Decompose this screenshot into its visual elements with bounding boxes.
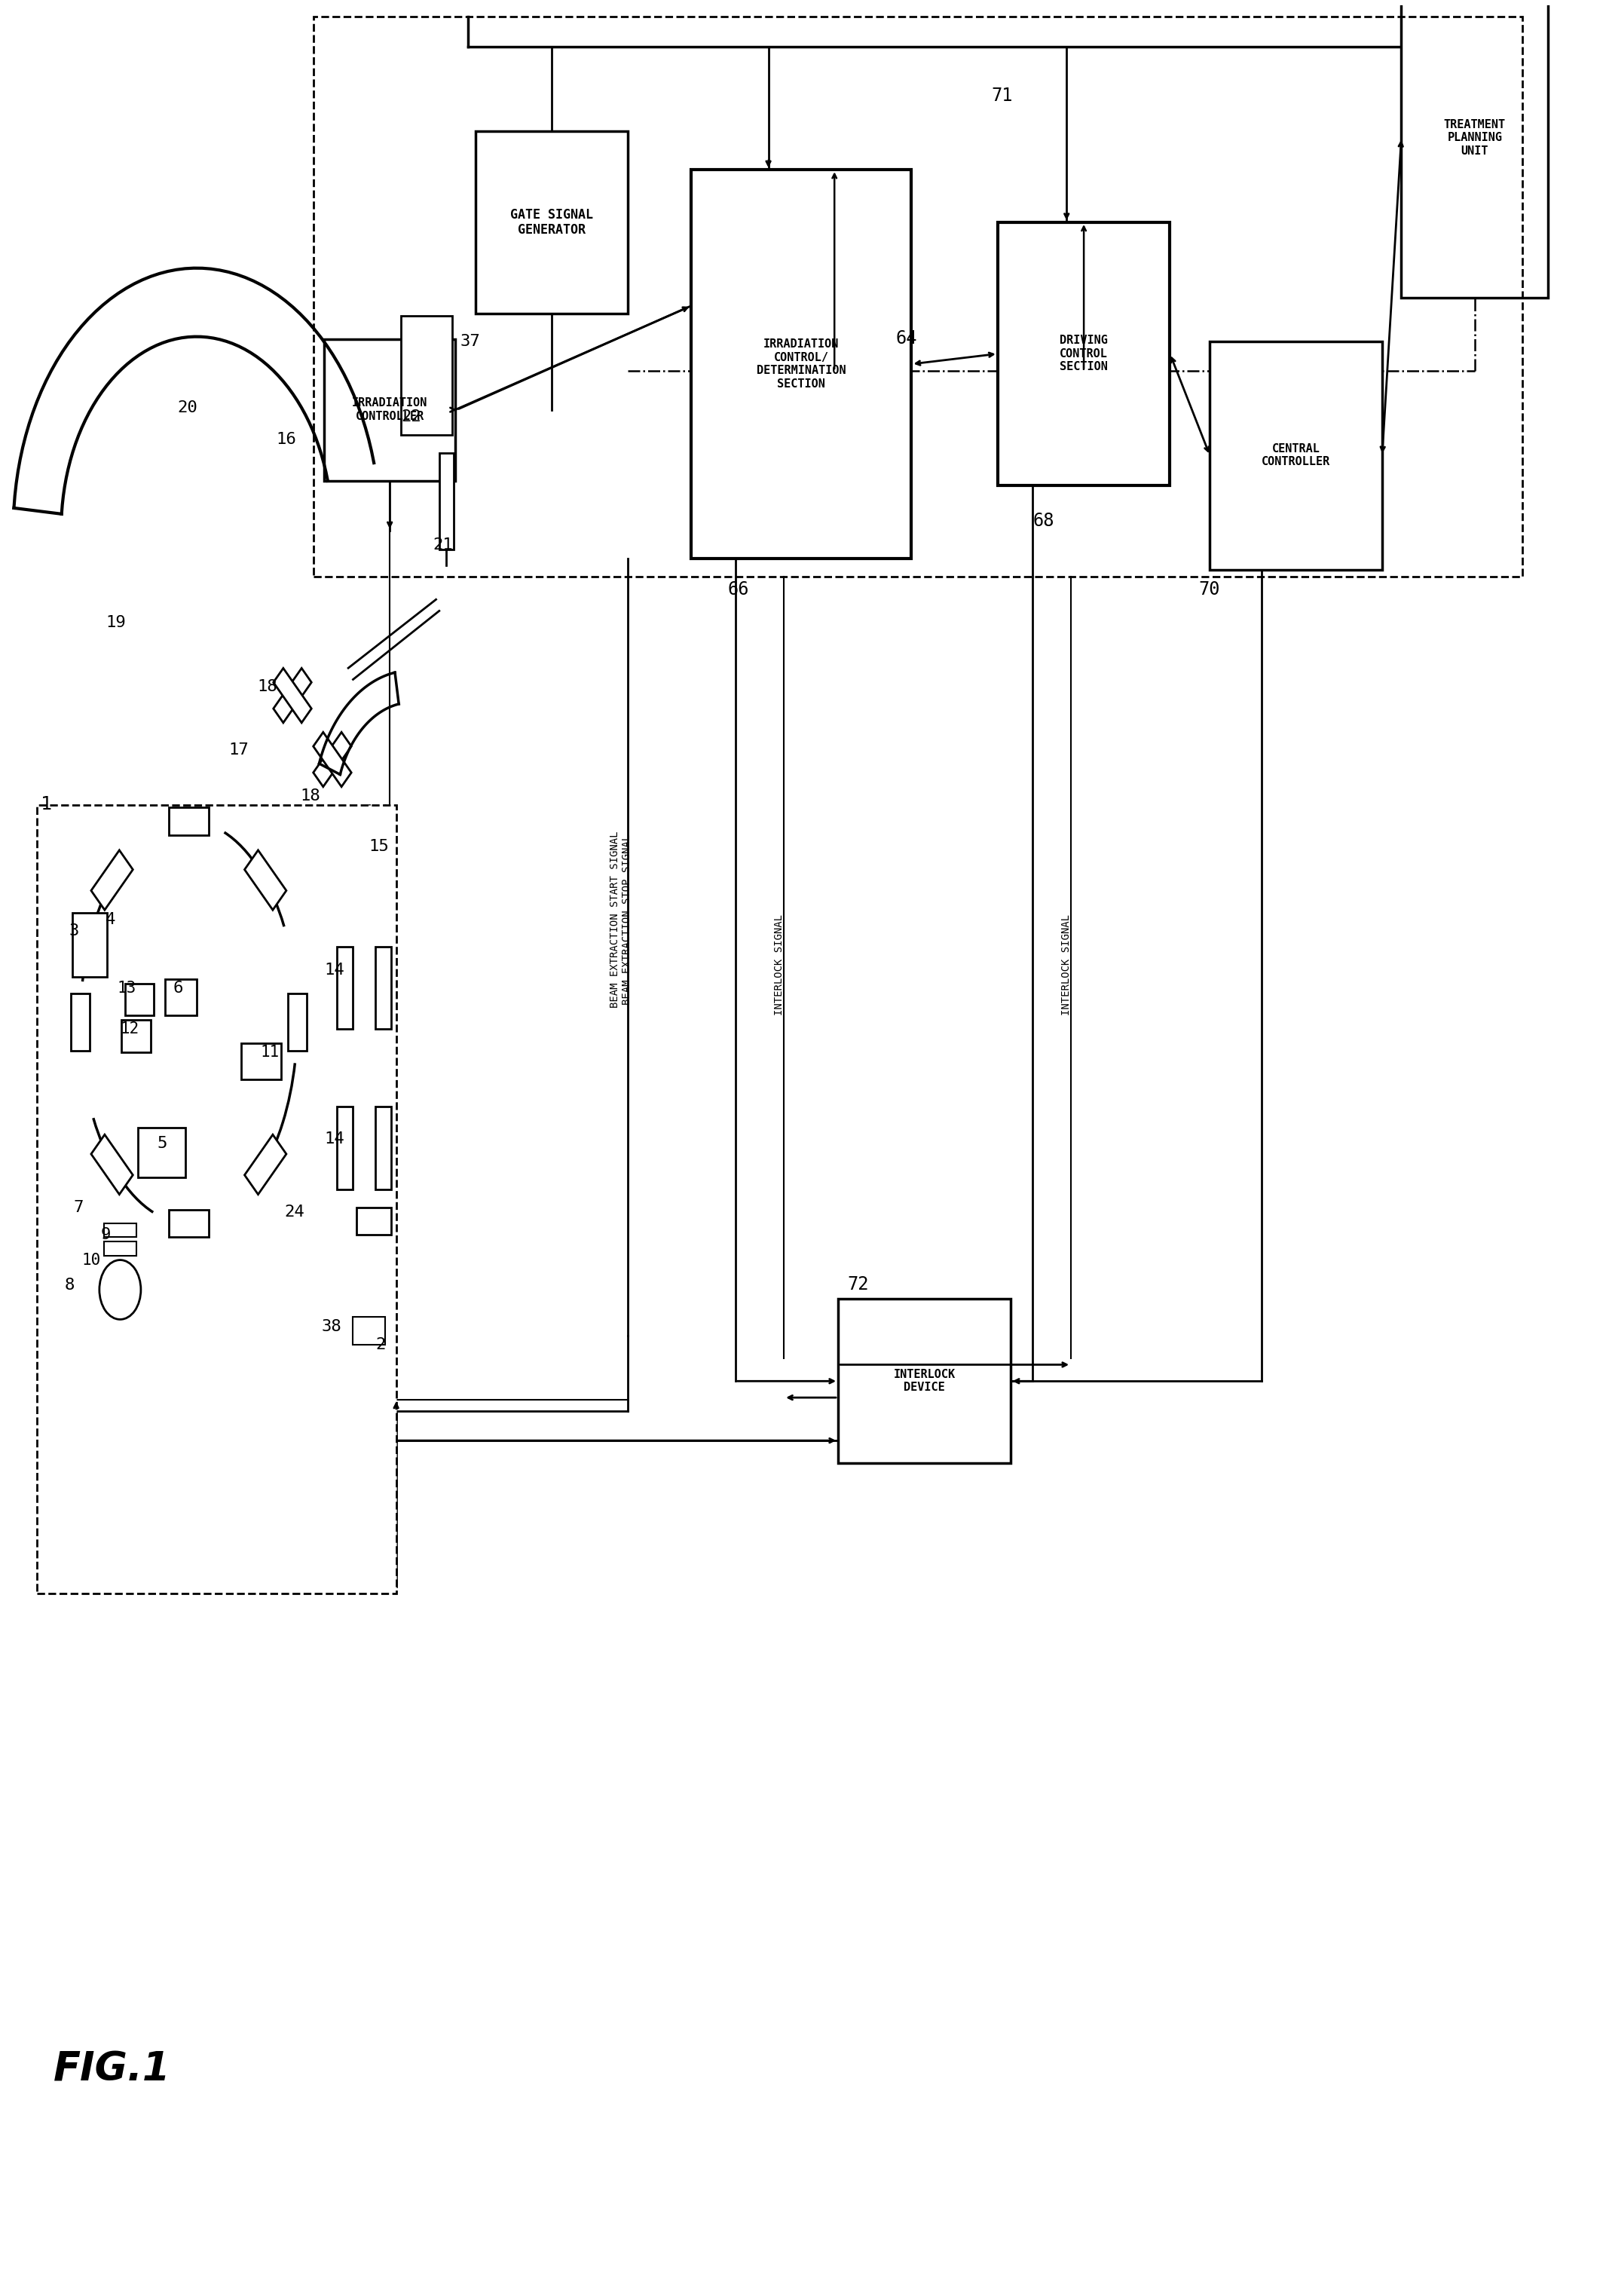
Bar (165, 978, 196, 1015)
Text: 4: 4 (106, 912, 116, 928)
Text: 64: 64 (896, 328, 917, 347)
Bar (324, 340, 454, 480)
Bar (1402, 0, 1548, 298)
Bar (92, 850, 133, 909)
Text: TREATMENT
PLANNING
UNIT: TREATMENT PLANNING UNIT (1444, 119, 1506, 156)
Bar (313, 732, 352, 788)
Bar (244, 850, 286, 909)
Bar (376, 946, 392, 1029)
Bar (138, 1127, 186, 1178)
Bar (169, 1210, 209, 1238)
Text: 9: 9 (101, 1228, 111, 1242)
Bar (241, 1042, 281, 1079)
Bar (71, 994, 90, 1052)
Text: 14: 14 (324, 962, 345, 978)
Text: 1: 1 (40, 794, 51, 813)
Text: IRRADIATION
CONTROLLER: IRRADIATION CONTROLLER (352, 397, 427, 422)
Bar (273, 668, 312, 723)
Text: 12: 12 (120, 1022, 140, 1038)
Bar (122, 1019, 151, 1052)
Text: 16: 16 (276, 432, 297, 448)
Text: 2: 2 (376, 1336, 385, 1352)
Bar (1209, 342, 1383, 569)
Text: 22: 22 (402, 409, 421, 425)
Bar (337, 946, 353, 1029)
Bar (438, 452, 453, 549)
Text: 6: 6 (173, 980, 183, 996)
Text: 18: 18 (257, 680, 278, 693)
Text: 3: 3 (69, 923, 79, 939)
Text: 72: 72 (848, 1274, 869, 1293)
Bar (244, 1134, 286, 1194)
Text: INTERLOCK SIGNAL: INTERLOCK SIGNAL (774, 914, 784, 1015)
Bar (92, 1134, 133, 1194)
Text: IRRADIATION
CONTROL/
DETERMINATION
SECTION: IRRADIATION CONTROL/ DETERMINATION SECTI… (756, 340, 846, 390)
Text: DRIVING
CONTROL
SECTION: DRIVING CONTROL SECTION (1060, 335, 1108, 372)
Bar (357, 1208, 392, 1235)
Text: INTERLOCK
DEVICE: INTERLOCK DEVICE (893, 1368, 956, 1394)
Text: 21: 21 (434, 537, 453, 553)
Text: 17: 17 (228, 744, 249, 758)
Bar (72, 912, 108, 976)
Text: INTERLOCK SIGNAL: INTERLOCK SIGNAL (1062, 914, 1071, 1015)
Bar (273, 668, 312, 723)
Text: 38: 38 (321, 1318, 342, 1334)
Text: 18: 18 (300, 788, 321, 804)
Text: 7: 7 (74, 1201, 84, 1215)
Bar (376, 1107, 392, 1189)
Text: 19: 19 (106, 615, 125, 629)
Bar (475, 131, 628, 315)
Text: CENTRAL
CONTROLLER: CENTRAL CONTROLLER (1262, 443, 1330, 468)
Text: 71: 71 (991, 87, 1013, 106)
Bar (287, 994, 307, 1052)
Text: 13: 13 (117, 980, 137, 996)
Text: 8: 8 (64, 1277, 74, 1293)
Bar (313, 16, 1522, 576)
Text: BEAM EXTRACTION START SIGNAL
BEAM EXTRACTION STOP SIGNAL: BEAM EXTRACTION START SIGNAL BEAM EXTRAC… (610, 831, 633, 1008)
Bar (104, 1224, 137, 1238)
Bar (402, 317, 451, 434)
Bar (691, 170, 912, 558)
Text: 15: 15 (369, 838, 389, 854)
Bar (104, 1242, 137, 1256)
Text: 5: 5 (157, 1137, 167, 1150)
Text: 24: 24 (284, 1205, 305, 1219)
Bar (125, 983, 154, 1015)
Text: 37: 37 (459, 333, 480, 349)
Text: 66: 66 (728, 581, 750, 599)
Bar (838, 1300, 1010, 1463)
Bar (997, 223, 1171, 484)
Bar (37, 806, 397, 1593)
Bar (337, 1107, 353, 1189)
Text: 10: 10 (82, 1254, 101, 1267)
Text: 11: 11 (260, 1045, 279, 1058)
Text: 14: 14 (324, 1132, 345, 1146)
Text: 70: 70 (1198, 581, 1221, 599)
Text: 68: 68 (1033, 512, 1054, 530)
Text: FIG.1: FIG.1 (53, 2050, 170, 2089)
Text: GATE SIGNAL
GENERATOR: GATE SIGNAL GENERATOR (511, 207, 593, 236)
Text: 20: 20 (178, 400, 198, 416)
Bar (353, 1318, 385, 1345)
Bar (313, 732, 352, 788)
Bar (169, 808, 209, 836)
